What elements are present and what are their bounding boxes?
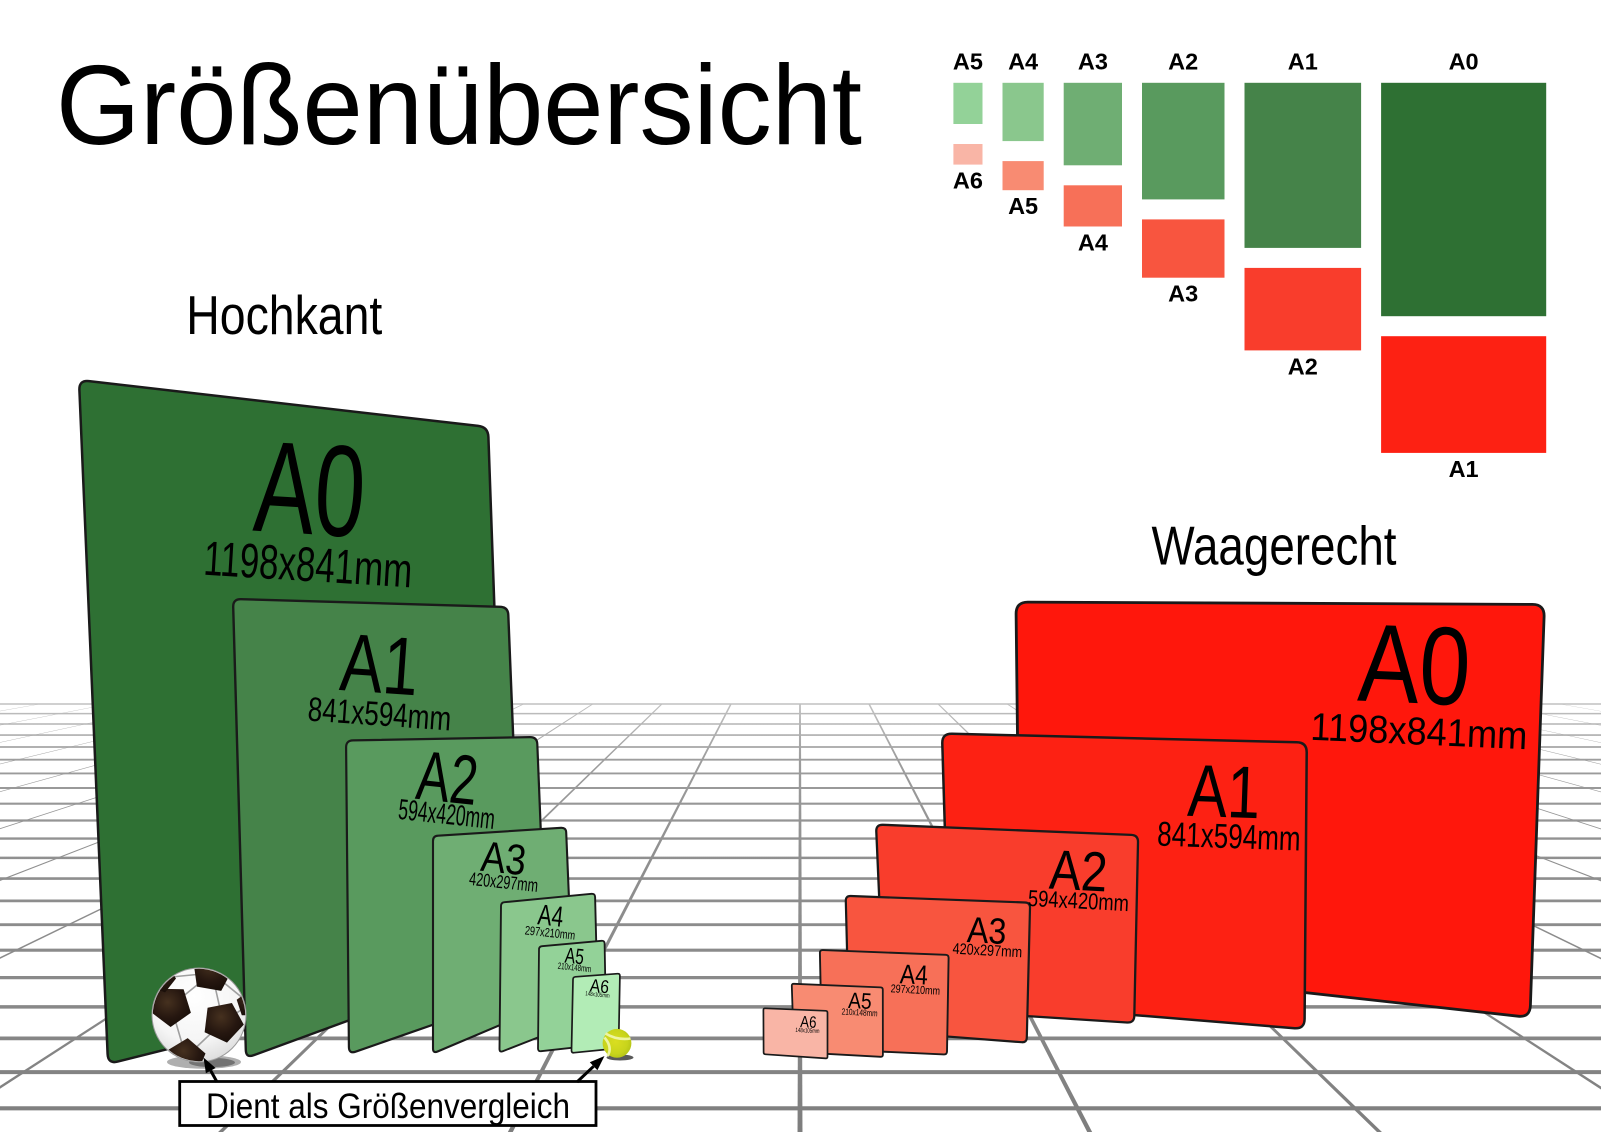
svg-text:1198x841mm: 1198x841mm: [202, 532, 414, 599]
svg-text:A5: A5: [564, 943, 586, 970]
svg-text:A2: A2: [413, 736, 482, 820]
svg-text:420x297mm: 420x297mm: [952, 941, 1022, 962]
svg-text:841x594mm: 841x594mm: [1157, 816, 1302, 859]
svg-text:A6: A6: [589, 975, 610, 998]
svg-text:A5: A5: [848, 988, 873, 1014]
svg-text:210x148mm: 210x148mm: [557, 961, 592, 974]
svg-text:A2: A2: [1048, 838, 1109, 904]
svg-text:A3: A3: [1168, 281, 1198, 307]
svg-text:A1: A1: [1288, 49, 1318, 75]
svg-text:A1: A1: [1449, 456, 1479, 482]
svg-text:A4: A4: [536, 899, 565, 933]
svg-text:A2: A2: [1168, 49, 1198, 75]
svg-text:A0: A0: [250, 413, 369, 565]
svg-text:594x420mm: 594x420mm: [1027, 885, 1129, 916]
svg-text:148x105mm: 148x105mm: [795, 1027, 819, 1035]
svg-text:A5: A5: [953, 49, 983, 75]
svg-text:A1: A1: [337, 617, 421, 713]
svg-text:1198x841mm: 1198x841mm: [1310, 706, 1529, 758]
svg-text:A1: A1: [1186, 749, 1261, 834]
svg-text:A2: A2: [1288, 353, 1318, 379]
svg-text:A0: A0: [1449, 49, 1479, 75]
svg-text:A4: A4: [899, 958, 929, 990]
svg-text:A6: A6: [800, 1013, 817, 1032]
svg-text:A4: A4: [1008, 49, 1038, 75]
svg-text:A3: A3: [966, 909, 1007, 952]
svg-text:A4: A4: [1078, 230, 1108, 256]
svg-text:297x210mm: 297x210mm: [524, 923, 576, 942]
svg-text:297x210mm: 297x210mm: [890, 983, 940, 998]
svg-text:148x105mm: 148x105mm: [585, 991, 610, 1000]
svg-text:A3: A3: [479, 833, 529, 885]
svg-text:Größenübersicht: Größenübersicht: [56, 42, 862, 168]
svg-text:A5: A5: [1008, 193, 1038, 219]
svg-text:210x148mm: 210x148mm: [841, 1007, 877, 1019]
svg-text:A0: A0: [1356, 601, 1473, 730]
svg-text:Dient als Größenvergleich: Dient als Größenvergleich: [206, 1087, 570, 1126]
svg-text:Waagerecht: Waagerecht: [1152, 516, 1397, 577]
svg-text:A6: A6: [953, 168, 983, 194]
svg-text:Hochkant: Hochkant: [186, 285, 382, 346]
svg-text:A3: A3: [1078, 49, 1108, 75]
